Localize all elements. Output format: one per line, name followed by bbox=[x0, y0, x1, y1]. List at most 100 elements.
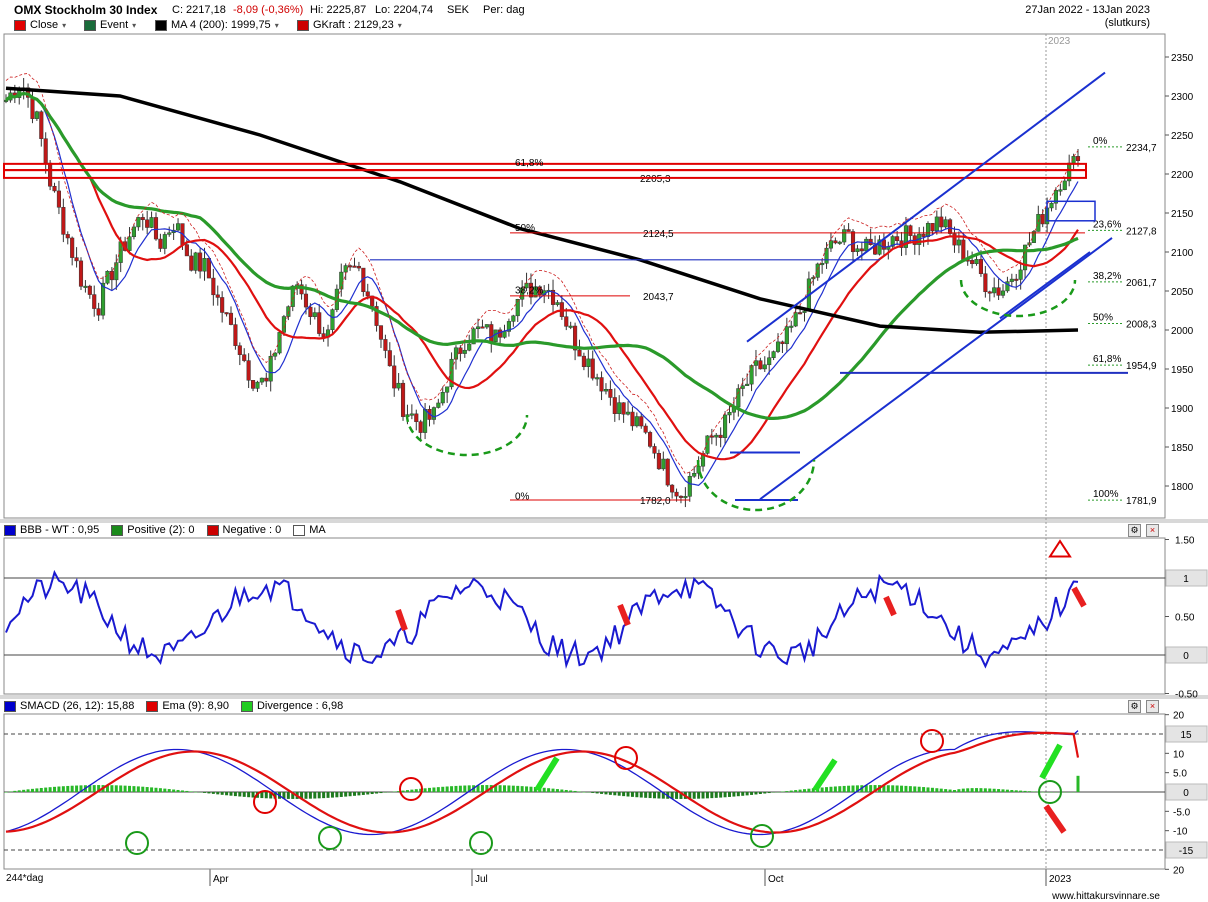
divergence-bar bbox=[922, 787, 926, 792]
candle bbox=[789, 325, 794, 328]
candle bbox=[678, 495, 684, 498]
candle bbox=[648, 432, 653, 447]
divergence-bar bbox=[758, 792, 762, 795]
candle bbox=[105, 270, 110, 284]
candle bbox=[643, 425, 648, 433]
chevron-down-icon[interactable]: ▾ bbox=[274, 20, 279, 30]
candle bbox=[665, 458, 670, 486]
low-value: Lo: 2204,74 bbox=[375, 4, 434, 16]
footer-site: www.hittakursvinnare.se bbox=[1052, 891, 1160, 902]
divergence-bar bbox=[432, 787, 436, 792]
chevron-down-icon[interactable]: ▾ bbox=[397, 20, 402, 30]
candle bbox=[550, 289, 556, 305]
divergence-bar bbox=[930, 787, 934, 792]
legend-close[interactable]: Close ▾ bbox=[14, 18, 66, 32]
legend-event[interactable]: Event ▾ bbox=[84, 18, 136, 32]
divergence-bar bbox=[66, 785, 70, 792]
divergence-bar bbox=[238, 792, 242, 797]
chevron-down-icon[interactable]: ▾ bbox=[62, 20, 67, 30]
divergence-bar bbox=[547, 788, 551, 792]
divergence-bar bbox=[970, 788, 974, 792]
x-tick-label: Jul bbox=[475, 874, 488, 885]
candle bbox=[206, 258, 211, 279]
divergence-bar bbox=[503, 785, 507, 792]
candle bbox=[374, 306, 379, 326]
change-value: -8,09 (-0,36%) bbox=[233, 4, 304, 16]
divergence-bar bbox=[17, 790, 21, 792]
legend-gkraft[interactable]: GKraft : 2129,23 ▾ bbox=[297, 18, 402, 32]
divergence-bar bbox=[388, 792, 392, 793]
smacd-label: SMACD (26, 12): 15,88 bbox=[20, 700, 135, 712]
panel-settings-icon[interactable]: ⚙ bbox=[1128, 700, 1141, 713]
close-icon[interactable]: × bbox=[1146, 700, 1159, 713]
gkraft-line bbox=[5, 72, 1079, 475]
divergence-bar bbox=[869, 785, 873, 792]
divergence-bar bbox=[829, 786, 833, 792]
divergence-bar bbox=[119, 785, 123, 792]
candle bbox=[1040, 214, 1045, 225]
candle bbox=[1058, 189, 1063, 192]
divergence-bar bbox=[128, 785, 132, 792]
divergence-bar bbox=[1027, 791, 1031, 792]
divergence-bar bbox=[476, 785, 480, 792]
candle bbox=[996, 287, 1001, 296]
divergence-bar bbox=[141, 786, 145, 792]
event-swatch bbox=[84, 19, 96, 31]
candle bbox=[692, 473, 697, 477]
divergence-bar bbox=[494, 785, 498, 792]
panel-settings-icon[interactable]: ⚙ bbox=[1128, 524, 1141, 537]
divergence-bar bbox=[167, 789, 171, 792]
divergence-bar bbox=[194, 791, 198, 793]
candle bbox=[78, 260, 84, 287]
candle bbox=[30, 97, 35, 119]
smacd-y-label: 10 bbox=[1173, 749, 1185, 760]
fib-pct: 50% bbox=[1093, 313, 1113, 324]
candle bbox=[630, 411, 635, 427]
divergence-bar bbox=[132, 786, 136, 792]
divergence-bar bbox=[745, 792, 749, 796]
divergence-bar bbox=[807, 788, 811, 792]
candle bbox=[175, 223, 181, 231]
divergence-bar bbox=[670, 792, 674, 799]
ma-outline-swatch bbox=[293, 524, 306, 536]
candle bbox=[661, 458, 666, 470]
chevron-down-icon[interactable]: ▾ bbox=[132, 20, 137, 30]
candle bbox=[56, 190, 61, 208]
divergence-bar bbox=[353, 792, 357, 796]
divergence-bar bbox=[291, 792, 295, 799]
smacd-level-label: 0 bbox=[1183, 788, 1189, 799]
candle bbox=[577, 349, 582, 357]
close-icon[interactable]: × bbox=[1146, 524, 1159, 537]
candle bbox=[506, 321, 511, 332]
candle bbox=[767, 357, 772, 366]
fib-label: 50% bbox=[515, 223, 535, 234]
candle bbox=[709, 435, 714, 438]
candle bbox=[948, 219, 953, 234]
candle bbox=[383, 339, 388, 351]
sell-circle bbox=[253, 790, 277, 814]
divergence-bar bbox=[419, 788, 423, 792]
divergence-bar bbox=[825, 787, 829, 792]
candle bbox=[595, 377, 600, 380]
candle bbox=[1031, 231, 1036, 243]
divergence-bar bbox=[410, 789, 414, 792]
divergence-bar bbox=[216, 792, 220, 795]
divergence-bar bbox=[123, 785, 127, 792]
divergence-bar bbox=[577, 791, 581, 792]
divergence-bar bbox=[1014, 790, 1018, 792]
divergence-bar bbox=[520, 786, 524, 792]
divergence-bar bbox=[719, 792, 723, 798]
candle bbox=[228, 312, 234, 325]
candle bbox=[903, 225, 909, 248]
candle bbox=[798, 312, 803, 315]
up-arrow-icon bbox=[812, 758, 838, 792]
divergence-bar bbox=[591, 792, 595, 793]
candle bbox=[683, 496, 688, 499]
candle bbox=[233, 324, 238, 346]
divergence-bar bbox=[992, 788, 996, 792]
legend-ma[interactable]: MA 4 (200): 1999,75 ▾ bbox=[155, 18, 279, 32]
divergence-bar bbox=[617, 792, 621, 796]
divergence-bar bbox=[136, 786, 140, 792]
candle bbox=[449, 358, 454, 388]
divergence-bar bbox=[53, 786, 57, 792]
